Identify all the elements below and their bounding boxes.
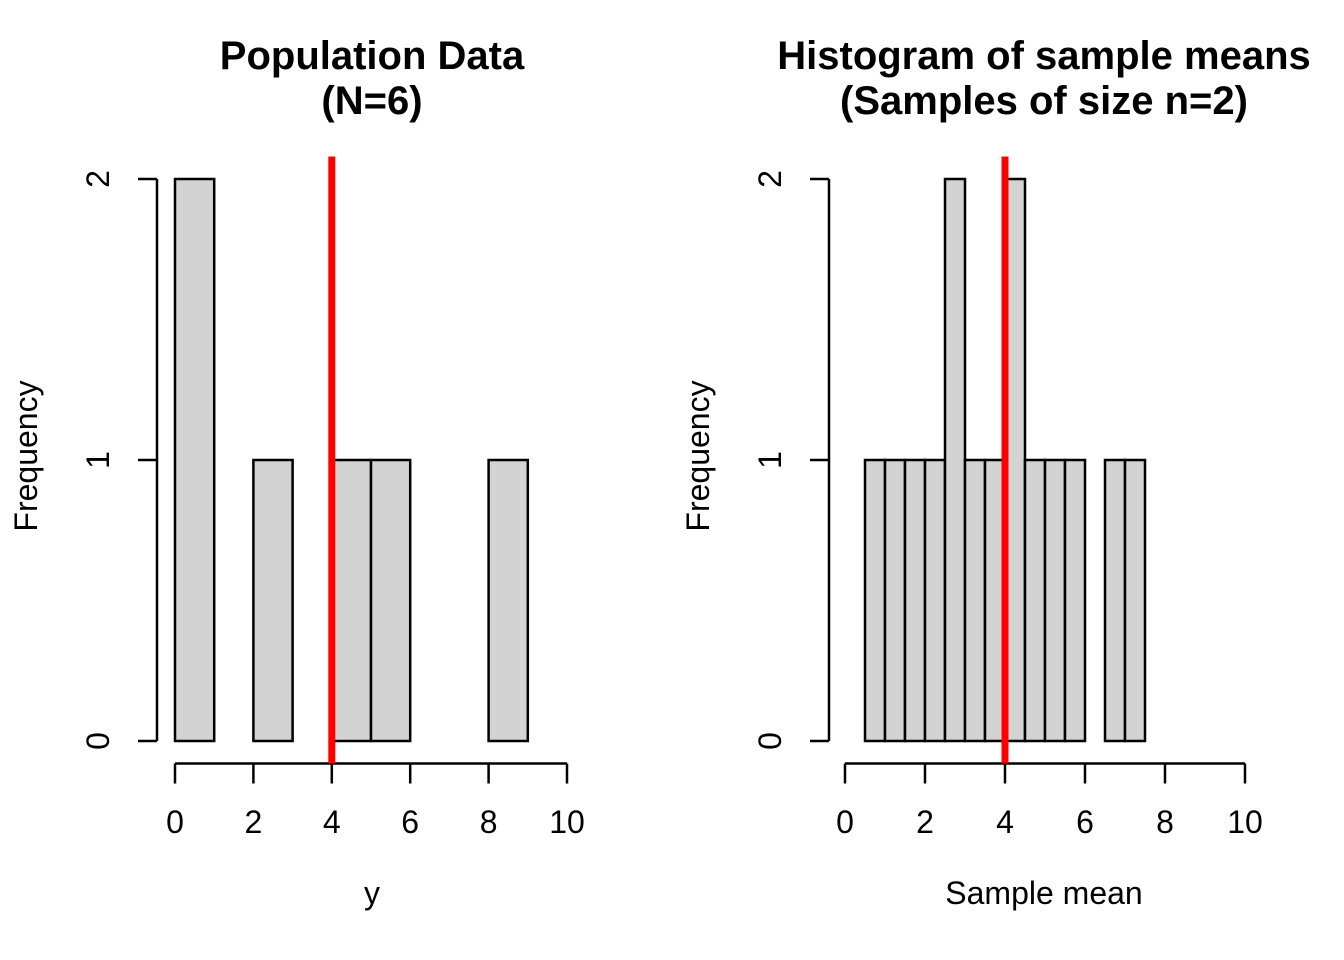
histogram-bar xyxy=(943,177,967,743)
x-tick-label: 10 xyxy=(1227,804,1263,840)
x-tick-label: 0 xyxy=(836,804,854,840)
x-tick-label: 8 xyxy=(1156,804,1174,840)
plot-area-sample-means: 0 2 4 6 8 10 0 1 2 xyxy=(752,156,1263,840)
y-tick-label: 0 xyxy=(80,732,116,750)
population-histogram-panel: Population Data (N=6) Frequency 0 2 4 6 8 10 0… xyxy=(8,34,672,911)
histogram-bar xyxy=(1123,458,1147,743)
x-axis-label-population: y xyxy=(364,875,380,911)
histogram-bar xyxy=(487,458,530,743)
chart-title-population: Population Data (N=6) xyxy=(72,34,672,124)
x-tick-label: 0 xyxy=(166,804,184,840)
x-tick-label: 8 xyxy=(480,804,498,840)
chart-title-line1: Population Data xyxy=(219,34,525,78)
x-tick-label: 6 xyxy=(401,804,419,840)
histogram-bar xyxy=(330,458,373,743)
x-tick-label: 4 xyxy=(996,804,1014,840)
y-tick-label: 1 xyxy=(80,451,116,469)
x-tick-label: 4 xyxy=(323,804,341,840)
sample-means-histogram-panel: Histogram of sample means (Samples of si… xyxy=(672,0,1344,960)
chart-title-line1: Histogram of sample means xyxy=(777,34,1311,78)
histogram-bar xyxy=(1043,458,1067,743)
x-tick-label: 2 xyxy=(916,804,934,840)
y-tick-label: 0 xyxy=(752,732,788,750)
y-tick-label: 2 xyxy=(80,170,116,188)
histogram-bar xyxy=(369,458,412,743)
plot-area-population: 0 2 4 6 8 10 0 1 2 xyxy=(80,156,585,840)
x-axis-label-sample-means: Sample mean xyxy=(945,875,1143,911)
histogram-bar xyxy=(963,458,987,743)
chart-title-sample-means: Histogram of sample means (Samples of si… xyxy=(744,34,1344,124)
histogram-bar xyxy=(1023,458,1047,743)
histogram-bar xyxy=(863,458,887,743)
histogram-bar xyxy=(252,458,294,743)
y-tick-label: 2 xyxy=(752,170,788,188)
y-tick-label: 1 xyxy=(752,451,788,469)
x-tick-label: 10 xyxy=(549,804,585,840)
x-tick-label: 2 xyxy=(245,804,263,840)
histogram-bar xyxy=(173,177,216,743)
histogram-bar xyxy=(903,458,927,743)
chart-title-line2: (Samples of size n=2) xyxy=(840,79,1248,123)
histogram-bar xyxy=(1103,458,1127,743)
histogram-bar xyxy=(1063,458,1087,743)
x-tick-label: 6 xyxy=(1076,804,1094,840)
chart-title-line2: (N=6) xyxy=(321,79,423,123)
histogram-bar xyxy=(923,458,947,743)
histogram-bar xyxy=(883,458,907,743)
